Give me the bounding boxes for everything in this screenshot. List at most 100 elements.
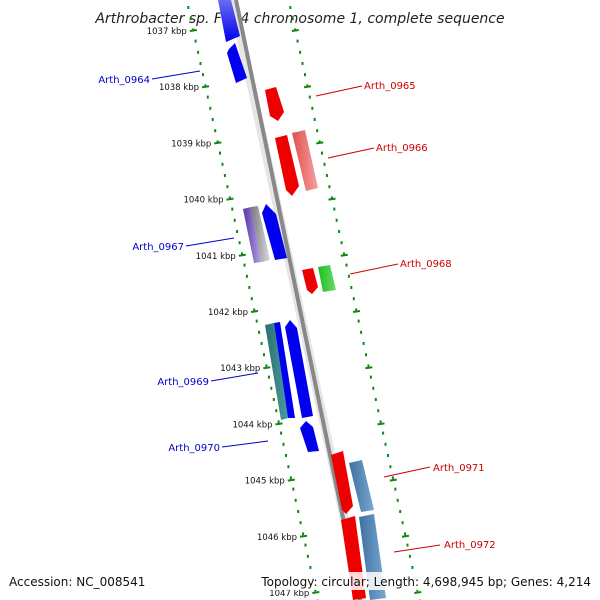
- scale-major-tick-left: [275, 422, 283, 426]
- gene-arth-0965[interactable]: [265, 87, 284, 121]
- scale-dot-left: [223, 174, 226, 177]
- scale-dot-left: [194, 39, 197, 43]
- scale-dot-right: [301, 62, 304, 65]
- scale-dot-right: [330, 196, 333, 200]
- gene-arth-0963[interactable]: [218, 0, 240, 42]
- scale-dot-right: [382, 431, 385, 435]
- scale-dot-left: [289, 476, 292, 480]
- scale-dot-left: [282, 442, 285, 446]
- gene-arth-0967b[interactable]: [251, 206, 270, 262]
- gene-label-arth-0970[interactable]: Arth_0970: [168, 443, 220, 454]
- scale-dot-right: [384, 442, 387, 446]
- scale-dot-left: [260, 342, 263, 345]
- scale-major-tick-left: [287, 478, 295, 482]
- gene-arth-0966a[interactable]: [275, 135, 299, 196]
- scale-dot-right: [325, 174, 328, 177]
- label-leader-arth-0966: [327, 147, 375, 159]
- scale-dot-left: [216, 140, 219, 144]
- scale-ticks: 1037 kbp 1038 kbp 1039 kbp 1040 kbp 1041 kbp…: [147, 6, 422, 600]
- scale-dot-right: [352, 297, 355, 301]
- gene-label-arth-0969[interactable]: Arth_0969: [157, 377, 209, 388]
- gene-arth-0964[interactable]: [227, 43, 247, 83]
- gene-arth-0970[interactable]: [300, 421, 319, 452]
- scale-major-tick-left: [312, 591, 320, 594]
- scale-dot-right: [335, 218, 338, 222]
- scale-dot-right: [391, 476, 394, 480]
- scale-dot-left: [258, 330, 261, 334]
- gene-label-arth-0971[interactable]: Arth_0971: [433, 463, 485, 474]
- scale-label: 1042 kbp: [208, 308, 248, 318]
- scale-dot-left: [302, 532, 305, 536]
- gene-arth-0969b[interactable]: [274, 322, 295, 418]
- scale-label: 1047 kbp: [269, 589, 309, 599]
- scale-dot-left: [231, 207, 234, 211]
- scale-dot-left: [228, 196, 231, 200]
- scale-dot-right: [396, 498, 399, 502]
- scale-dot-right: [404, 532, 407, 536]
- gene-arth-0968a[interactable]: [302, 268, 318, 294]
- scale-dot-left: [209, 106, 212, 110]
- scale-dot-right: [377, 409, 380, 413]
- scale-dot-left: [280, 431, 283, 435]
- scale-major-tick-right: [377, 422, 385, 426]
- scale-major-tick-left: [250, 310, 259, 313]
- scale-major-tick-right: [401, 534, 410, 538]
- scale-dot-right: [399, 510, 402, 513]
- label-leader-arth-0968: [349, 263, 399, 275]
- scale-dot-left: [241, 252, 243, 256]
- scale-dot-left: [238, 241, 241, 245]
- gene-label-arth-0967[interactable]: Arth_0967: [132, 242, 184, 253]
- scale-label: 1041 kbp: [196, 252, 236, 262]
- gene-label-arth-0972[interactable]: Arth_0972: [444, 540, 496, 551]
- scale-dot-left: [248, 286, 251, 289]
- scale-dot-left: [304, 543, 307, 547]
- scale-label: 1045 kbp: [245, 477, 285, 487]
- scale-dot-left: [287, 465, 290, 469]
- scale-major-tick-right: [389, 478, 397, 482]
- label-leader-arth-0964: [151, 70, 201, 80]
- scale-dot-right: [347, 274, 350, 278]
- gene-label-arth-0966[interactable]: Arth_0966: [376, 143, 428, 154]
- gene-arth-0966b[interactable]: [292, 130, 318, 191]
- scale-dot-right: [338, 230, 341, 233]
- sequence-summary: Topology: circular; Length: 4,698,945 bp…: [260, 575, 591, 589]
- gene-arth-0967c[interactable]: [262, 204, 287, 260]
- scale-dot-right: [360, 330, 363, 334]
- scale-dot-right: [401, 521, 404, 525]
- label-leader-arth-0969: [210, 372, 259, 382]
- scale-dot-left: [294, 498, 297, 502]
- scale-major-tick-left: [189, 29, 197, 32]
- map-title: Arthrobacter sp. FB24 chromosome 1, comp…: [94, 11, 504, 27]
- gene-arth-0967a[interactable]: [243, 207, 262, 263]
- scale-dot-right: [355, 308, 358, 312]
- label-leader-arth-0971: [383, 466, 431, 478]
- gene-arth-0969a[interactable]: [265, 323, 288, 420]
- scale-dot-right: [411, 566, 414, 569]
- gene-arth-0971b[interactable]: [349, 460, 374, 512]
- gene-arth-0968b[interactable]: [318, 265, 336, 292]
- scale-major-tick-right: [291, 29, 299, 32]
- scale-major-tick-right: [316, 141, 324, 145]
- scale-dot-left: [265, 364, 268, 368]
- scale-major-tick-right: [352, 310, 361, 313]
- accession-text: Accession: NC_008541: [9, 575, 145, 589]
- scale-dot-left: [263, 353, 265, 357]
- gene-label-arth-0968[interactable]: Arth_0968: [400, 259, 452, 270]
- label-leader-arth-0972: [393, 544, 441, 553]
- scale-dot-right: [394, 487, 397, 491]
- scale-dot-left: [306, 554, 309, 558]
- gene-label-arth-0964[interactable]: Arth_0964: [98, 75, 150, 86]
- gene-arth-0969c[interactable]: [285, 320, 313, 418]
- scale-dot-right: [289, 6, 292, 9]
- scale-dot-right: [308, 95, 311, 99]
- footer-backdrop: [0, 572, 600, 590]
- scale-dot-right: [323, 162, 326, 166]
- scale-dot-right: [362, 342, 365, 345]
- scale-dot-right: [321, 151, 323, 155]
- scale-dot-right: [291, 17, 294, 21]
- gene-arth-0971a[interactable]: [331, 451, 353, 514]
- scale-dot-right: [296, 39, 299, 43]
- scale-label: 1038 kbp: [159, 83, 199, 93]
- label-leader-arth-0965: [315, 85, 363, 97]
- gene-label-arth-0965[interactable]: Arth_0965: [364, 81, 416, 92]
